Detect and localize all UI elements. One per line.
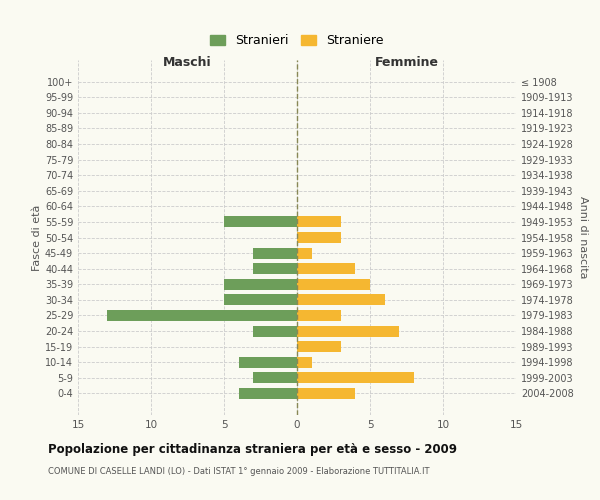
Bar — [297, 372, 414, 384]
Text: Femmine: Femmine — [374, 56, 439, 69]
Text: Popolazione per cittadinanza straniera per età e sesso - 2009: Popolazione per cittadinanza straniera p… — [48, 442, 457, 456]
Bar — [297, 248, 311, 258]
Bar — [253, 372, 297, 384]
Bar — [297, 232, 341, 243]
Bar — [297, 310, 341, 321]
Legend: Stranieri, Straniere: Stranieri, Straniere — [206, 30, 388, 51]
Y-axis label: Fasce di età: Fasce di età — [32, 204, 42, 270]
Bar — [297, 279, 370, 289]
Bar — [297, 357, 311, 368]
Bar — [297, 294, 385, 306]
Bar — [239, 388, 297, 399]
Text: Maschi: Maschi — [163, 56, 212, 69]
Bar — [297, 341, 341, 352]
Y-axis label: Anni di nascita: Anni di nascita — [577, 196, 587, 279]
Bar — [239, 357, 297, 368]
Bar — [297, 326, 399, 336]
Bar — [107, 310, 297, 321]
Bar — [297, 216, 341, 228]
Bar — [224, 294, 297, 306]
Bar — [297, 263, 355, 274]
Bar — [253, 326, 297, 336]
Bar — [224, 279, 297, 289]
Text: COMUNE DI CASELLE LANDI (LO) - Dati ISTAT 1° gennaio 2009 - Elaborazione TUTTITA: COMUNE DI CASELLE LANDI (LO) - Dati ISTA… — [48, 468, 430, 476]
Bar — [253, 248, 297, 258]
Bar — [253, 263, 297, 274]
Bar — [297, 388, 355, 399]
Bar — [224, 216, 297, 228]
